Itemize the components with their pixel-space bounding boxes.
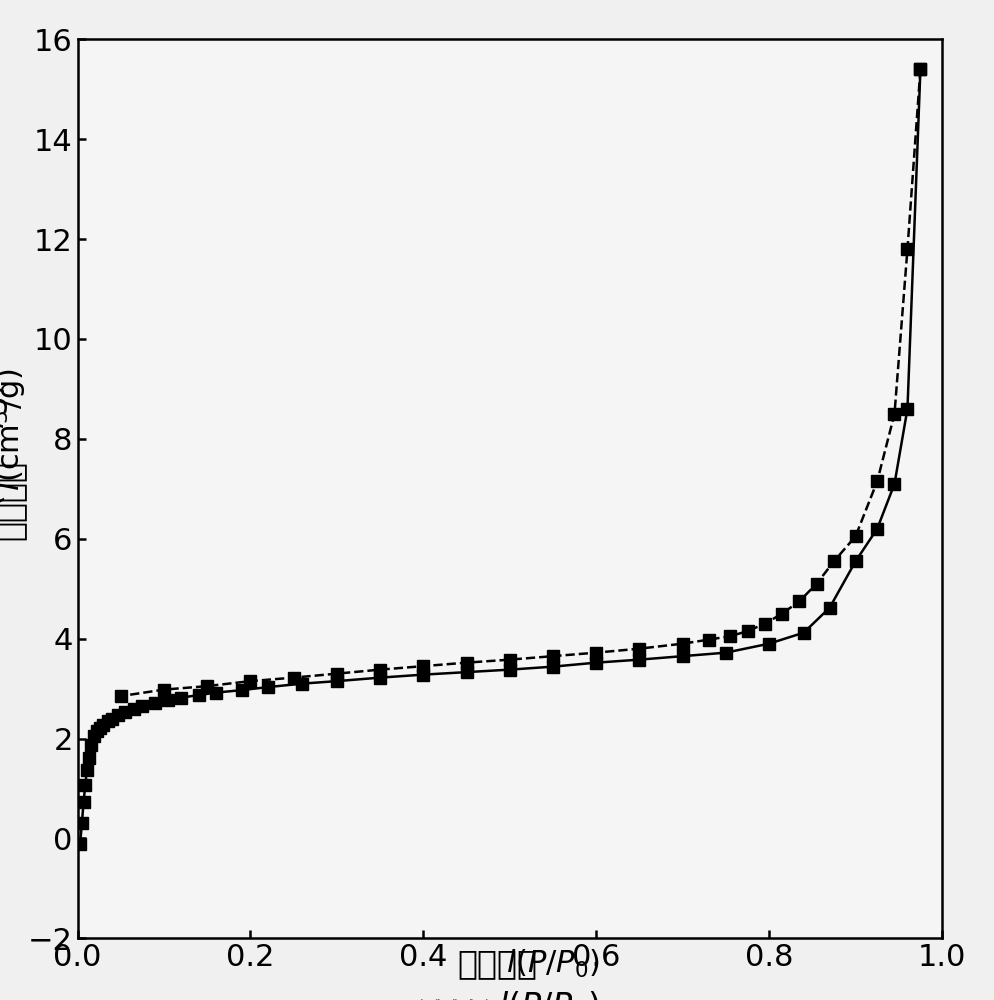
Text: 吸附体积: 吸附体积 (0, 460, 27, 540)
Text: $\it{l}$($\mathbf{\it{P}}$/$\mathbf{\it{P}}_0$): $\it{l}$($\mathbf{\it{P}}$/$\mathbf{\it{… (497, 948, 600, 980)
Text: $\it{l}$(cm$^3$/g): $\it{l}$(cm$^3$/g) (0, 368, 29, 500)
X-axis label: 相对压力 $\it{l}$($\mathbf{\it{P}/\it{P}_0}$): 相对压力 $\it{l}$($\mathbf{\it{P}/\it{P}_0}$… (419, 989, 599, 1000)
Y-axis label: 吸附体积 $\it{l}$(cm$^3$/g): 吸附体积 $\it{l}$(cm$^3$/g) (0, 383, 11, 595)
Text: 相对压力: 相对压力 (457, 947, 537, 980)
